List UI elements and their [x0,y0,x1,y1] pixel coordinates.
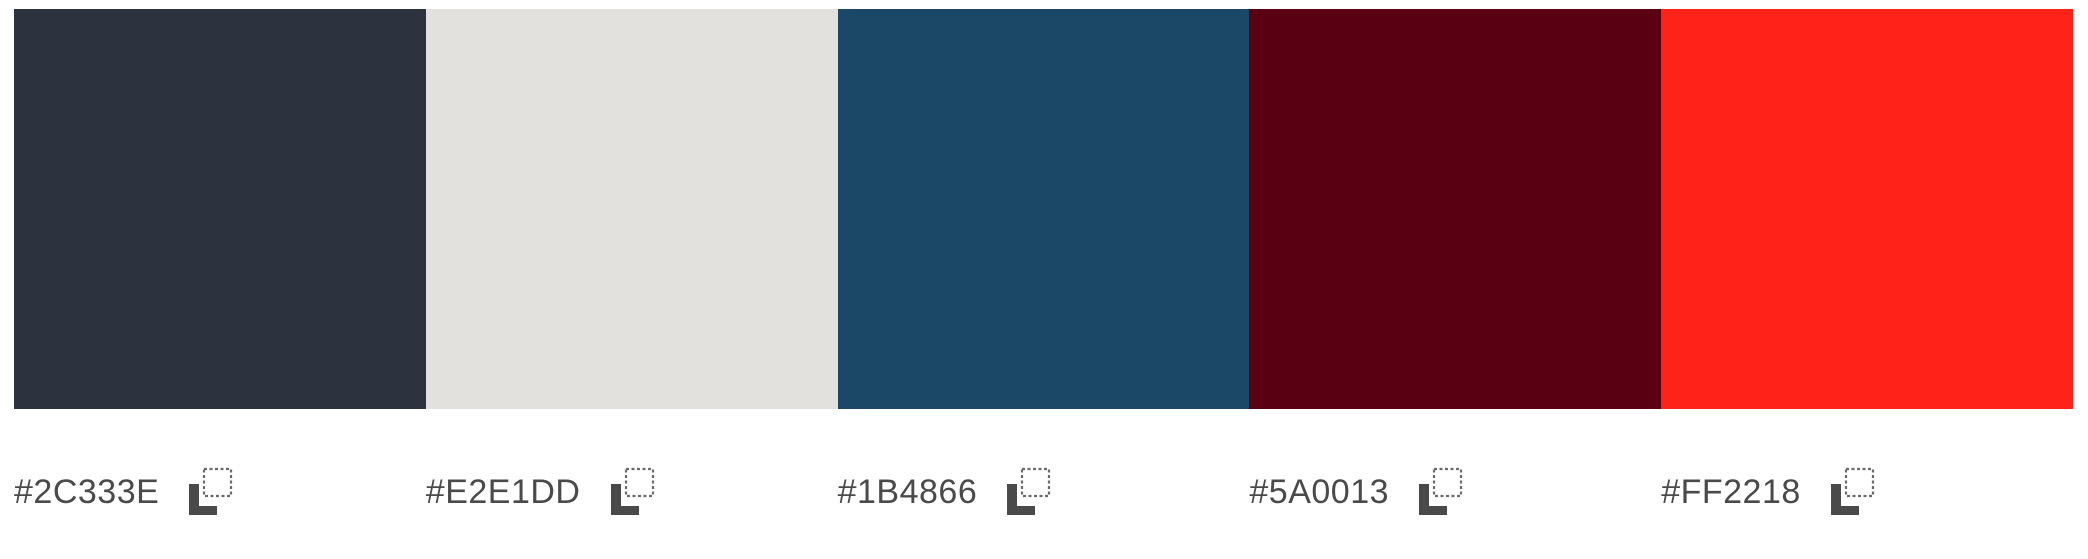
color-label-group-4: #5A0013 [1249,462,1661,522]
color-palette [14,9,2073,409]
hex-code-label: #FF2218 [1661,473,1801,511]
copy-icon[interactable] [187,467,235,517]
color-label-group-5: #FF2218 [1661,462,2073,522]
copy-icon[interactable] [1417,467,1465,517]
hex-code-label: #1B4866 [837,473,978,511]
color-swatch-4[interactable] [1249,9,1662,409]
copy-icon[interactable] [1005,467,1053,517]
color-label-group-3: #1B4866 [838,462,1250,522]
color-swatch-1[interactable] [14,9,426,409]
hex-code-label: #E2E1DD [425,473,581,511]
copy-icon[interactable] [609,467,657,517]
color-swatch-2[interactable] [425,9,838,409]
color-label-group-2: #E2E1DD [426,462,838,522]
copy-icon[interactable] [1829,467,1877,517]
color-swatch-3[interactable] [837,9,1250,409]
color-label-group-1: #2C333E [14,462,426,522]
color-swatch-5[interactable] [1661,9,2073,409]
color-labels-row: #2C333E #E2E1DD #1B4866 #5A0013 [14,462,2073,522]
hex-code-label: #5A0013 [1249,473,1390,511]
hex-code-label: #2C333E [14,473,160,511]
